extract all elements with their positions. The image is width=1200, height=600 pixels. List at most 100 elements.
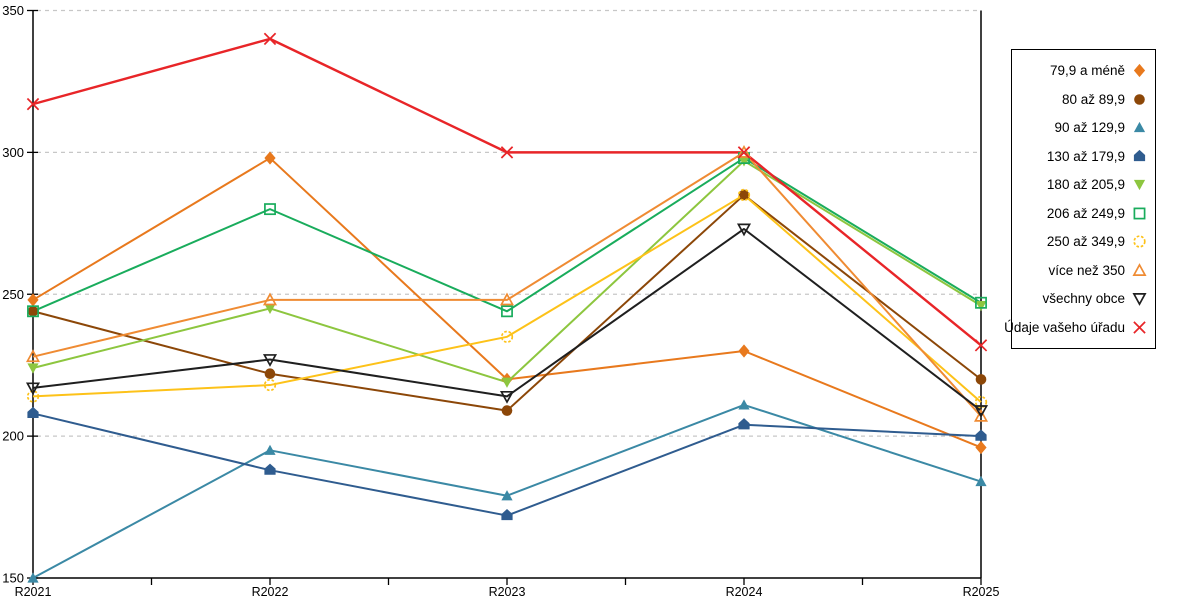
data-point-marker (262, 292, 278, 306)
data-point-marker (975, 475, 987, 487)
series-line (32, 227, 982, 412)
x-tick-label: R2023 (489, 585, 526, 599)
triangle-down-legend-icon (1133, 180, 1146, 191)
data-point-marker (263, 378, 277, 392)
data-point-marker (501, 377, 513, 388)
data-point-marker (1133, 235, 1146, 248)
data-point-marker (500, 146, 514, 159)
series-line (32, 151, 982, 417)
data-point-marker (738, 189, 750, 201)
data-point-marker (264, 203, 276, 216)
data-point-marker (264, 463, 276, 475)
data-point-marker (975, 429, 987, 441)
data-point-marker (736, 223, 752, 237)
data-point-marker (1133, 121, 1146, 133)
data-point-marker (1133, 180, 1146, 191)
data-point-marker (262, 354, 278, 367)
x-tick-label: R2022 (252, 585, 289, 599)
data-point-marker (738, 156, 750, 167)
data-point-marker (1133, 63, 1146, 78)
legend-item-label: 180 až 205,9 (1046, 177, 1125, 193)
data-point-marker (973, 405, 989, 418)
series-line (32, 157, 982, 313)
data-point-marker (27, 406, 39, 419)
data-point-marker (973, 408, 989, 422)
legend-item: Údaje vašeho úřadu (1004, 314, 1155, 341)
legend-item-label: Údaje vašeho úřadu (1004, 319, 1125, 335)
data-point-marker (738, 399, 750, 410)
data-point-marker (738, 418, 750, 430)
data-point-marker (27, 363, 39, 374)
legend-item-label: více než 350 (1048, 262, 1125, 278)
data-point-marker (1132, 262, 1147, 276)
legend-item-label: 90 až 129,9 (1054, 120, 1125, 136)
data-point-marker (27, 293, 39, 307)
legend-item-label: 79,9 a méně (1049, 63, 1125, 78)
data-point-marker (1134, 93, 1145, 105)
y-tick-label: 300 (2, 145, 24, 160)
legend-item: 79,9 a méně (1012, 57, 1155, 84)
data-point-marker (1133, 149, 1146, 161)
data-point-marker (264, 151, 276, 165)
legend-item: více než 350 (1012, 257, 1155, 284)
data-point-marker (26, 390, 40, 403)
x-tick-label: R2024 (726, 585, 763, 599)
legend-item: 130 až 179,9 (1012, 143, 1155, 170)
data-point-marker (264, 303, 276, 315)
data-point-marker (975, 301, 987, 312)
legend-item: 250 až 349,9 (1012, 228, 1155, 255)
data-point-marker (25, 382, 41, 396)
diamond-legend-icon (1133, 63, 1146, 78)
triangle-up-legend-icon (1132, 262, 1147, 276)
legend-item-label: všechny obce (1042, 291, 1125, 307)
data-point-marker (737, 188, 751, 202)
data-point-marker (1133, 207, 1146, 220)
y-tick-label: 200 (2, 429, 24, 444)
data-point-marker (263, 32, 277, 46)
circle-legend-icon (1134, 93, 1145, 105)
triangle-down-legend-icon (1132, 293, 1147, 307)
data-point-marker (737, 146, 751, 159)
data-point-marker (738, 344, 750, 358)
data-point-marker (27, 305, 39, 317)
data-point-marker (974, 395, 988, 409)
legend-item-label: 206 až 249,9 (1046, 205, 1125, 221)
data-point-marker (736, 145, 752, 158)
y-tick-label: 250 (2, 287, 24, 302)
x-legend-icon (1133, 321, 1146, 334)
data-point-marker (501, 490, 513, 501)
legend-item-label: 80 až 89,9 (1061, 91, 1125, 107)
pentagon-legend-icon (1133, 149, 1146, 161)
data-point-marker (25, 349, 41, 363)
data-point-marker (975, 440, 987, 455)
data-point-marker (500, 330, 514, 343)
data-point-marker (264, 368, 276, 380)
circle-dashed-legend-icon (1133, 235, 1146, 248)
data-point-marker (975, 296, 987, 309)
x-tick-label: R2025 (963, 585, 1000, 599)
triangle-up-legend-icon (1133, 121, 1146, 133)
legend: 79,9 a méně 80 až 89,9 90 až 129,9 130 až 1… (1004, 49, 1156, 349)
data-point-marker (501, 305, 513, 318)
data-point-marker (499, 292, 515, 306)
data-point-marker (1132, 293, 1147, 307)
data-point-marker (26, 97, 40, 111)
legend-item: 90 až 129,9 (1012, 114, 1155, 141)
data-point-marker (501, 508, 513, 521)
legend-item: všechny obce (1012, 285, 1155, 312)
series-line (32, 193, 982, 403)
legend-item: 80 až 89,9 (1012, 86, 1155, 113)
legend-item-label: 250 až 349,9 (1046, 234, 1125, 250)
square-legend-icon (1133, 207, 1146, 220)
data-point-marker (27, 572, 39, 583)
legend-item-label: 130 až 179,9 (1046, 148, 1125, 164)
data-point-marker (975, 374, 987, 385)
legend-item: 206 až 249,9 (1012, 200, 1155, 227)
y-tick-label: 150 (2, 571, 24, 586)
data-point-marker (499, 390, 515, 404)
data-point-marker (1133, 321, 1146, 334)
x-tick-label: R2021 (15, 585, 52, 599)
data-point-marker (974, 339, 988, 352)
